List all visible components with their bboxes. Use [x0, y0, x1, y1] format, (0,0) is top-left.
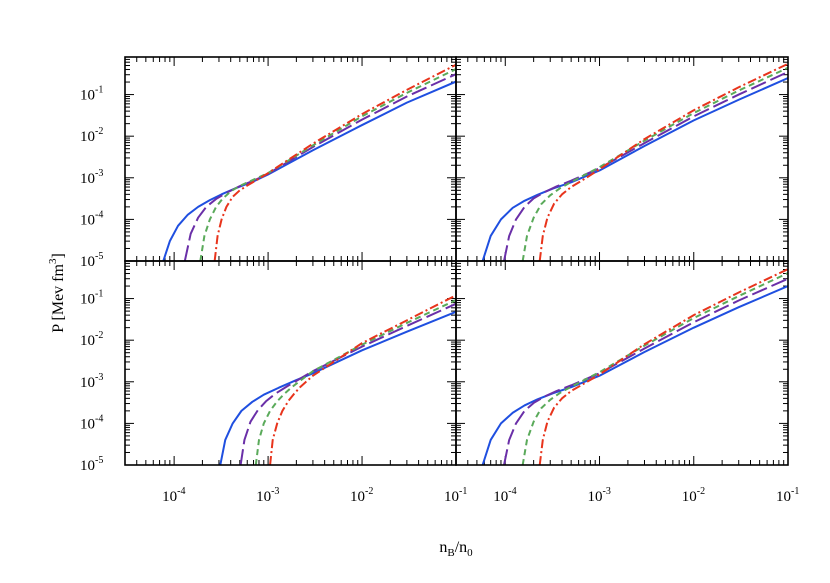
series-line-solid	[219, 310, 456, 465]
panel-top-left	[124, 56, 457, 262]
series-group	[481, 268, 788, 465]
series-line-short-dash	[521, 66, 788, 261]
y-tick-exp: -2	[95, 330, 103, 341]
y-tick-exp: -5	[95, 455, 103, 466]
x-tick-labels: 10-4 10-3 10-2 10-1 10-4 10-3 10-2 10-1	[162, 486, 799, 505]
panel-frame	[124, 260, 457, 466]
panels	[124, 56, 789, 466]
y-axis-title-main: P [Mev fm	[50, 263, 67, 332]
x-tick-base: 10	[493, 489, 508, 505]
series-line-dash-dot	[269, 294, 456, 465]
y-tick-exp: -1	[95, 85, 103, 96]
y-tick-exp: -3	[95, 168, 103, 179]
y-tick-label: 10-1	[80, 289, 103, 308]
ticks	[124, 260, 457, 466]
y-tick-exp: -2	[95, 126, 103, 137]
x-tick-exp: -2	[365, 486, 373, 497]
x-tick-base: 10	[588, 489, 603, 505]
y-tick-base: 10	[80, 171, 95, 187]
x-axis-title-sub2: 0	[467, 547, 473, 559]
x-tick-label: 10-4	[493, 486, 516, 505]
x-tick-exp: -3	[603, 486, 611, 497]
y-tick-label: 10-4	[80, 209, 103, 228]
y-tick-label: 10-1	[80, 85, 103, 104]
x-tick-base: 10	[444, 489, 459, 505]
x-tick-exp: -2	[697, 486, 705, 497]
series-group	[481, 62, 788, 261]
x-tick-base: 10	[162, 489, 177, 505]
y-axis-title-tail: ]	[50, 253, 67, 258]
x-tick-label: 10-3	[256, 486, 279, 505]
series-line-solid	[481, 285, 788, 465]
x-tick-label: 10-4	[162, 486, 185, 505]
series-line-dash-dot	[213, 63, 456, 261]
series-line-long-dash	[183, 73, 456, 261]
ticks	[124, 56, 457, 262]
x-tick-exp: -1	[791, 486, 799, 497]
x-tick-exp: -4	[177, 486, 185, 497]
y-tick-base: 10	[80, 129, 95, 145]
series-line-long-dash	[503, 277, 788, 465]
y-tick-base: 10	[80, 333, 95, 349]
panel-top-right	[455, 56, 789, 262]
y-tick-base: 10	[80, 212, 95, 228]
y-tick-exp: -5	[95, 251, 103, 262]
x-tick-label: 10-2	[682, 486, 705, 505]
series-line-solid	[162, 80, 456, 261]
x-tick-label: 10-2	[350, 486, 373, 505]
y-tick-label: 10-4	[80, 413, 103, 432]
y-tick-base: 10	[80, 88, 95, 104]
y-tick-label: 10-5	[80, 251, 103, 270]
x-tick-exp: -4	[508, 486, 516, 497]
x-axis-title-sub1: B	[447, 547, 454, 559]
y-tick-label: 10-5	[80, 455, 103, 474]
series-group	[219, 294, 456, 465]
panel-frame	[455, 260, 789, 466]
x-tick-exp: -3	[271, 486, 279, 497]
series-line-long-dash	[239, 302, 456, 465]
x-axis-title-mid: /n	[455, 539, 467, 556]
y-tick-label: 10-3	[80, 372, 103, 391]
y-tick-exp: -4	[95, 209, 103, 220]
series-line-long-dash	[503, 71, 788, 261]
y-tick-base: 10	[80, 375, 95, 391]
y-tick-exp: -3	[95, 372, 103, 383]
y-tick-label: 10-3	[80, 168, 103, 187]
y-tick-base: 10	[80, 254, 95, 270]
x-tick-base: 10	[350, 489, 365, 505]
ticks	[455, 260, 789, 466]
series-line-short-dash	[199, 68, 456, 261]
y-tick-base: 10	[80, 416, 95, 432]
y-tick-exp: -4	[95, 413, 103, 424]
series-line-solid	[481, 77, 788, 261]
x-tick-base: 10	[776, 489, 791, 505]
x-tick-exp: -1	[459, 486, 467, 497]
y-tick-labels: 10-110-210-310-410-510-110-210-310-410-5	[80, 85, 103, 474]
x-tick-label: 10-1	[444, 486, 467, 505]
series-line-short-dash	[521, 272, 788, 465]
y-tick-label: 10-2	[80, 330, 103, 349]
x-tick-label: 10-3	[588, 486, 611, 505]
x-axis-title: nB/n0	[439, 539, 473, 559]
x-axis-title-main: n	[439, 539, 447, 556]
y-tick-label: 10-2	[80, 126, 103, 145]
panel-bottom-left	[124, 260, 457, 466]
y-tick-base: 10	[80, 292, 95, 308]
x-tick-label: 10-1	[776, 486, 799, 505]
x-tick-base: 10	[682, 489, 697, 505]
y-axis-title-sup: 3	[47, 258, 59, 264]
series-group	[162, 63, 456, 261]
series-line-dash-dot	[538, 268, 788, 465]
y-tick-exp: -1	[95, 289, 103, 300]
y-axis-title: P [Mev fm3]	[47, 253, 67, 333]
series-line-dash-dot	[538, 62, 788, 261]
series-line-short-dash	[254, 299, 456, 465]
y-tick-base: 10	[80, 458, 95, 474]
x-tick-base: 10	[256, 489, 271, 505]
panel-bottom-right	[455, 260, 789, 466]
